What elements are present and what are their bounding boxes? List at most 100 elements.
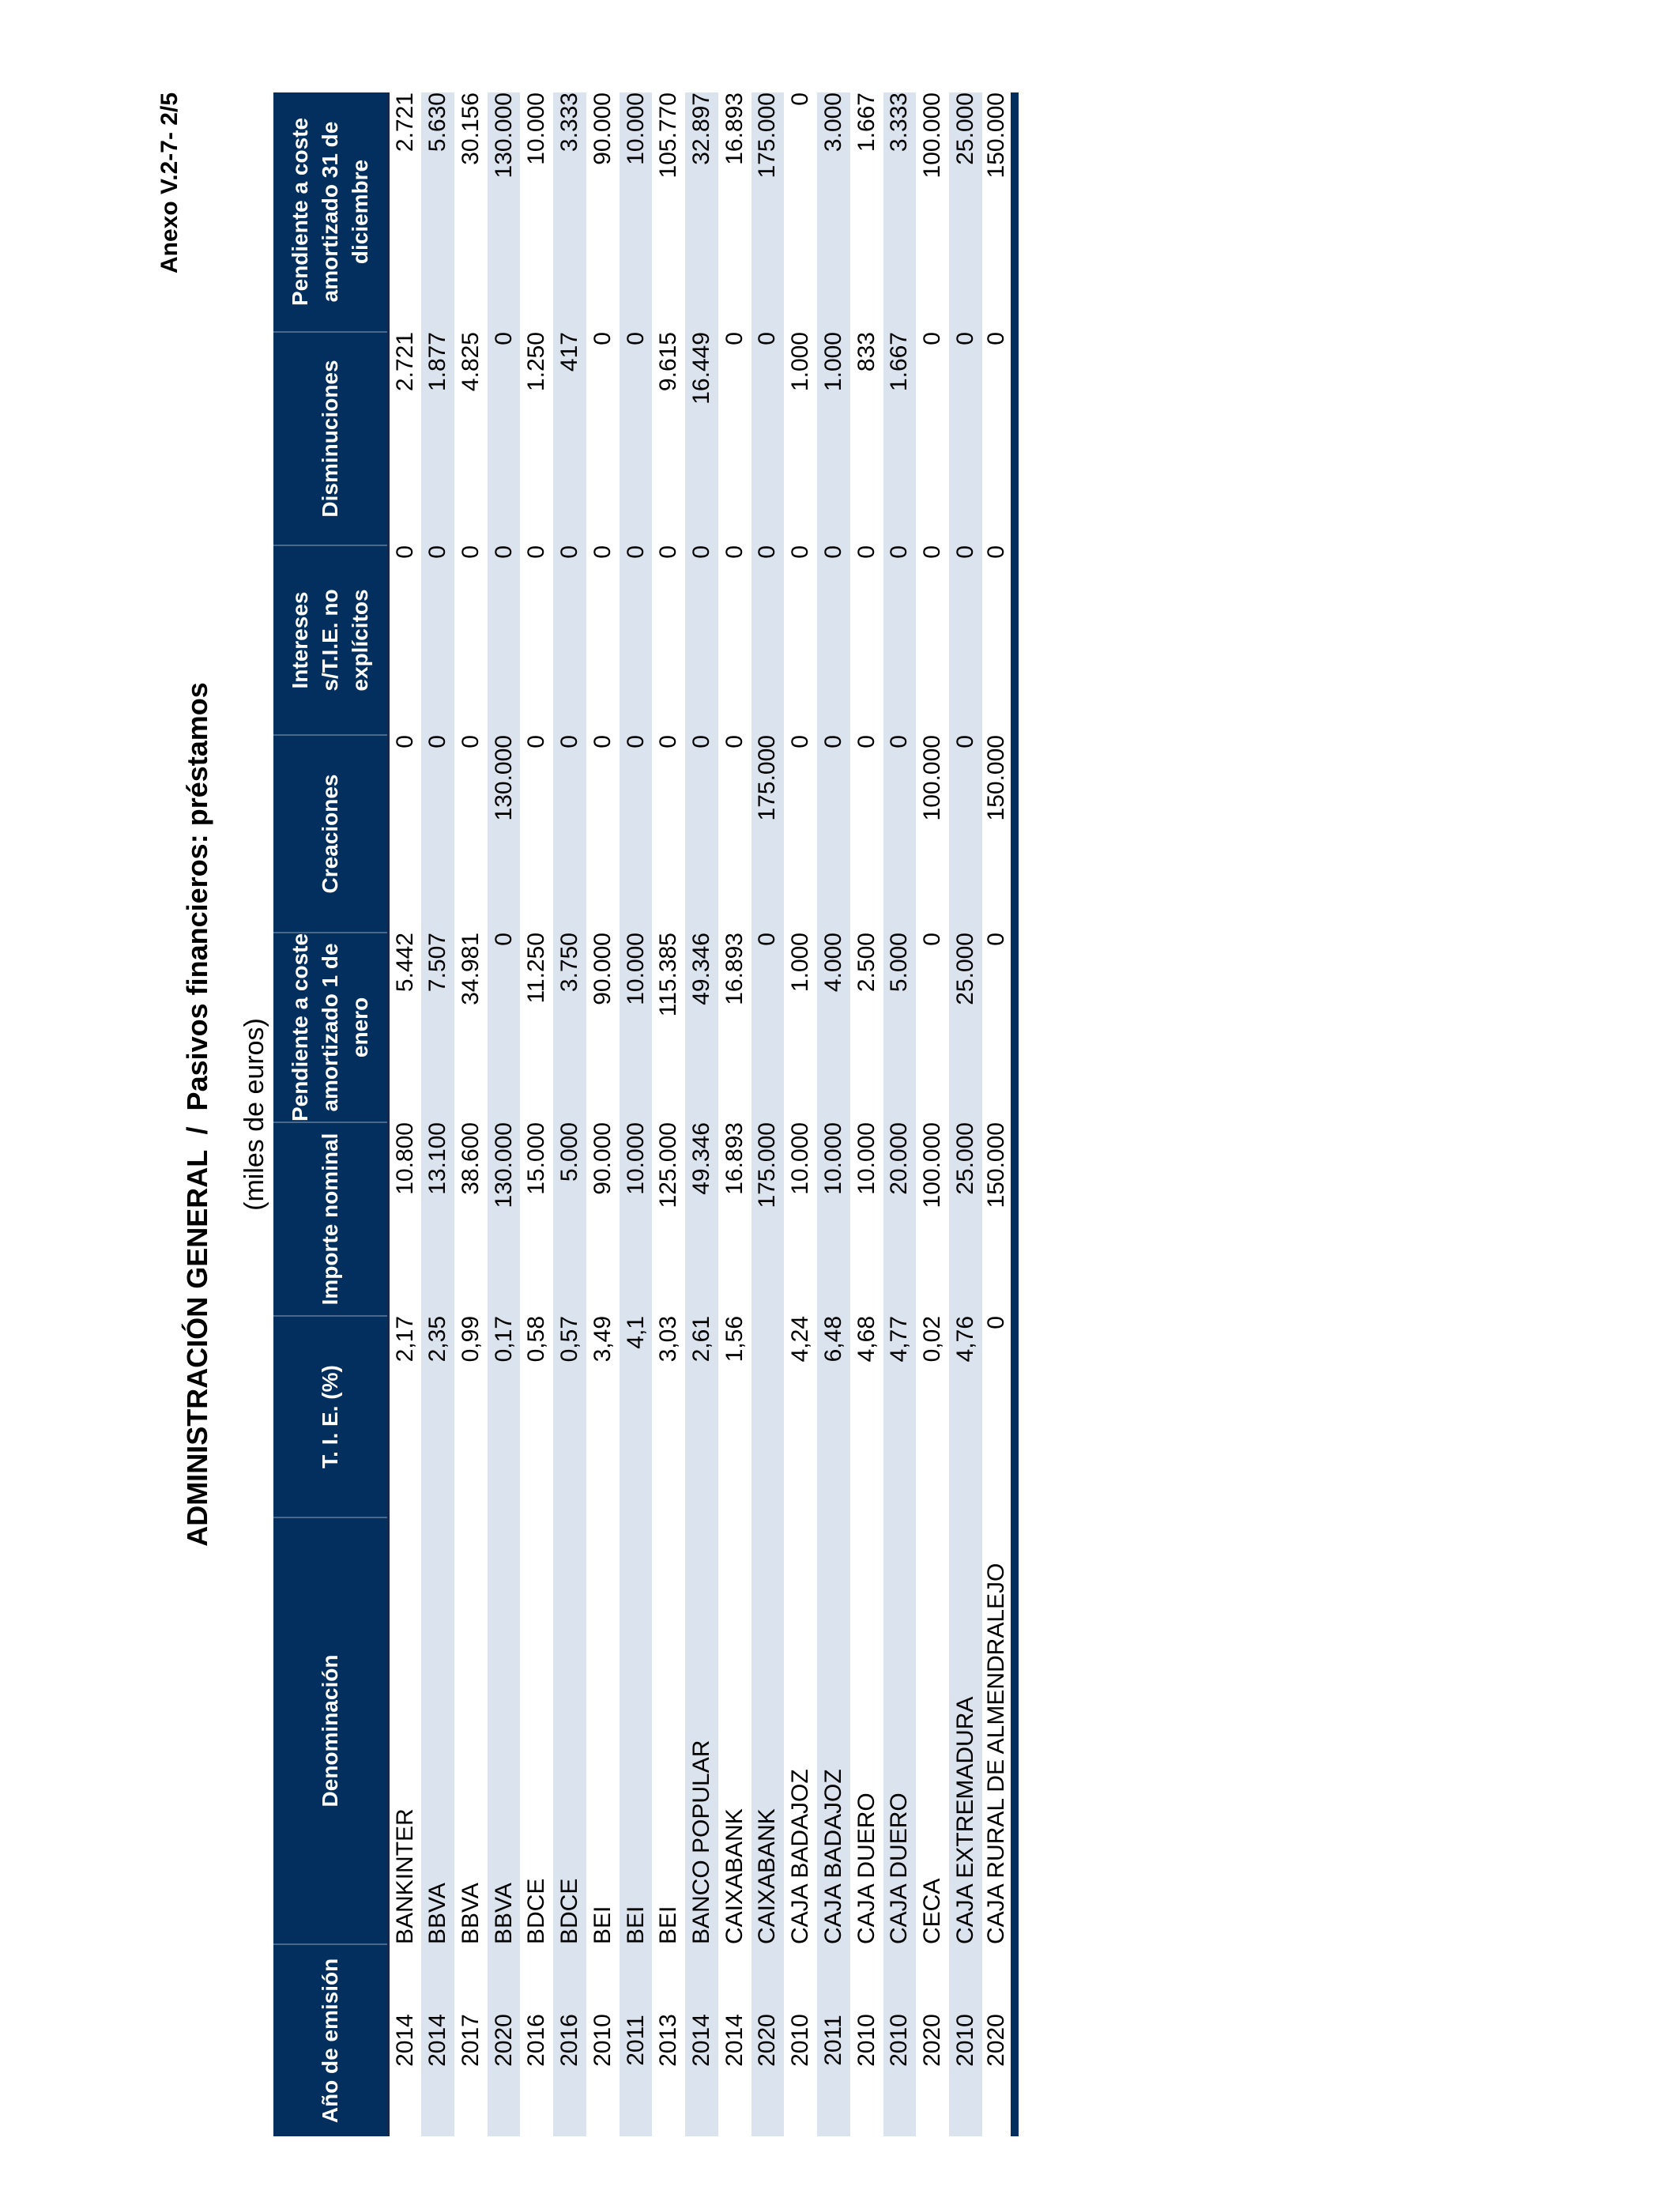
cell-denominacion: CAJA BADAJOZ (787, 1769, 814, 1944)
cell-creaciones: 0 (819, 735, 846, 748)
cell-intereses: 0 (983, 545, 1010, 559)
cell-importe-nominal: 90.000 (589, 1122, 616, 1195)
cell-pendiente-31-diciembre: 150.000 (983, 92, 1010, 179)
cell-disminuciones: 1.250 (523, 332, 550, 392)
cell-denominacion: CECA (919, 1878, 946, 1944)
table-row: 2010 CAJA DUERO 4,68 10.000 2.500 0 0 833 1.667 (850, 92, 883, 2136)
cell-intereses: 0 (787, 545, 814, 559)
cell-importe-nominal: 25.000 (951, 1122, 978, 1195)
cell-importe-nominal: 175.000 (754, 1122, 781, 1208)
column-header-label: Denominación (318, 1654, 342, 1808)
cell-intereses: 0 (457, 545, 484, 559)
column-header-tie: T. I. E. (%) (273, 1316, 389, 1517)
cell-pendiente-31-diciembre: 1.667 (853, 92, 880, 153)
cell-pendiente-1-enero: 0 (754, 933, 781, 946)
cell-intereses: 0 (886, 545, 913, 559)
cell-denominacion: BBVA (457, 1883, 484, 1944)
cell-creaciones: 0 (853, 735, 880, 748)
cell-creaciones: 0 (886, 735, 913, 748)
cell-pendiente-1-enero: 11.250 (523, 933, 550, 1004)
table-row: 2020 CECA 0,02 100.000 0 100.000 0 0 100.000 (916, 92, 949, 2136)
cell-tie: 0,58 (523, 1316, 550, 1363)
column-header-denominacion: Denominación (273, 1517, 389, 1944)
cell-pendiente-1-enero: 4.000 (819, 933, 846, 993)
cell-importe-nominal: 5.000 (556, 1122, 583, 1182)
cell-creaciones: 0 (523, 735, 550, 748)
cell-intereses: 0 (819, 545, 846, 559)
cell-pendiente-1-enero: 7.507 (424, 933, 451, 993)
cell-ano-de-emision: 2013 (655, 2014, 682, 2067)
cell-pendiente-31-diciembre: 5.630 (424, 92, 451, 153)
cell-intereses: 0 (754, 545, 781, 559)
column-header-label: T. I. E. (%) (318, 1365, 342, 1468)
cell-intereses: 0 (556, 545, 583, 559)
cell-denominacion: BEI (655, 1906, 682, 1944)
column-header-pendiente-31-diciembre: Pendiente a coste amortizado 31 de dicie… (273, 92, 389, 332)
cell-disminuciones: 4.825 (457, 332, 484, 392)
cell-disminuciones: 0 (951, 332, 978, 345)
cell-disminuciones: 833 (853, 332, 880, 372)
table-header: Año de emisión Denominación T. I. E. (%)… (273, 92, 389, 2136)
cell-pendiente-31-diciembre: 16.893 (721, 92, 748, 165)
cell-creaciones: 0 (589, 735, 616, 748)
cell-denominacion: CAJA DUERO (886, 1793, 913, 1944)
table-row: 2013 BEI 3,03 125.000 115.385 0 0 9.615 105.770 (652, 92, 685, 2136)
page-subtitle: (miles de euros) (239, 1018, 269, 1211)
cell-pendiente-1-enero: 90.000 (589, 933, 616, 1005)
cell-ano-de-emision: 2014 (424, 2014, 451, 2067)
cell-tie: 1,56 (721, 1316, 748, 1363)
cell-disminuciones: 1.667 (886, 332, 913, 392)
cell-tie: 6,48 (819, 1316, 846, 1363)
cell-pendiente-31-diciembre: 3.333 (886, 92, 913, 153)
cell-tie: 0,17 (490, 1316, 517, 1363)
table-row: 2014 BBVA 2,35 13.100 7.507 0 0 1.877 5.630 (421, 92, 454, 2136)
cell-disminuciones: 0 (721, 332, 748, 345)
cell-pendiente-31-diciembre: 2.721 (392, 92, 419, 153)
cell-disminuciones: 9.615 (655, 332, 682, 392)
cell-ano-de-emision: 2010 (886, 2014, 913, 2067)
page-title: ADMINISTRACIÓN GENERAL / Pasivos financi… (181, 682, 213, 1547)
cell-denominacion: BBVA (424, 1883, 451, 1944)
cell-disminuciones: 0 (490, 332, 517, 345)
cell-pendiente-1-enero: 16.893 (721, 933, 748, 1005)
cell-tie: 3,03 (655, 1316, 682, 1363)
cell-tie: 4,76 (951, 1316, 978, 1363)
cell-creaciones: 0 (622, 735, 649, 748)
column-header-pendiente-1-enero: Pendiente a coste amortizado 1 de enero (273, 933, 389, 1122)
cell-disminuciones: 417 (556, 332, 583, 372)
column-header-label: Intereses s/T.I.E. no explícitos (288, 589, 372, 692)
cell-tie: 4,68 (853, 1316, 880, 1363)
cell-pendiente-1-enero: 5.000 (886, 933, 913, 993)
cell-importe-nominal: 16.893 (721, 1122, 748, 1195)
cell-pendiente-1-enero: 1.000 (787, 933, 814, 993)
cell-creaciones: 100.000 (919, 735, 946, 821)
cell-pendiente-1-enero: 0 (919, 933, 946, 946)
column-header-disminuciones: Disminuciones (273, 332, 389, 545)
cell-tie: 4,24 (787, 1316, 814, 1363)
cell-intereses: 0 (589, 545, 616, 559)
cell-creaciones: 0 (787, 735, 814, 748)
cell-pendiente-31-diciembre: 90.000 (589, 92, 616, 165)
cell-denominacion: BBVA (490, 1883, 517, 1944)
table-row: 2010 BEI 3,49 90.000 90.000 0 0 0 90.000 (586, 92, 620, 2136)
cell-creaciones: 130.000 (490, 735, 517, 821)
table-row: 2010 CAJA DUERO 4,77 20.000 5.000 0 0 1.667 3.33… (883, 92, 917, 2136)
table-row: 2011 CAJA BADAJOZ 6,48 10.000 4.000 0 0 1.000 3.… (817, 92, 850, 2136)
cell-importe-nominal: 10.000 (622, 1122, 649, 1195)
annex-label: Anexo V.2-7- 2/5 (156, 92, 183, 273)
cell-importe-nominal: 20.000 (886, 1122, 913, 1195)
column-header-label: Año de emisión (318, 1958, 342, 2124)
cell-ano-de-emision: 2017 (457, 2014, 484, 2067)
cell-creaciones: 175.000 (754, 735, 781, 821)
table-row: 2014 CAIXABANK 1,56 16.893 16.893 0 0 0 16.893 (718, 92, 751, 2136)
cell-tie: 3,49 (589, 1316, 616, 1363)
loans-table: Año de emisión Denominación T. I. E. (%)… (273, 92, 1019, 2136)
cell-ano-de-emision: 2016 (523, 2014, 550, 2067)
cell-importe-nominal: 15.000 (523, 1122, 550, 1195)
cell-pendiente-1-enero: 49.346 (687, 933, 714, 1005)
table-row: 2016 BDCE 0,57 5.000 3.750 0 0 417 3.333 (553, 92, 586, 2136)
cell-tie: 4,77 (886, 1316, 913, 1363)
cell-ano-de-emision: 2020 (490, 2014, 517, 2067)
cell-importe-nominal: 10.800 (392, 1122, 419, 1195)
cell-pendiente-1-enero: 2.500 (853, 933, 880, 993)
